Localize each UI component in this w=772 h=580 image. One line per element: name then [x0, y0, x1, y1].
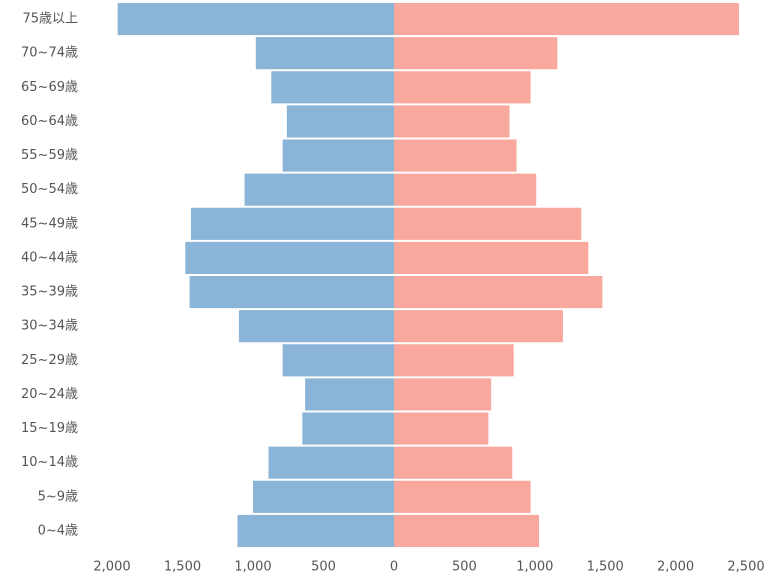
- bar: [237, 514, 394, 547]
- y-tick-label: 40~44歳: [21, 250, 78, 265]
- y-tick-label: 35~39歳: [21, 285, 78, 300]
- y-tick-label: 70~74歳: [21, 46, 78, 61]
- bar: [244, 173, 394, 206]
- bar: [394, 480, 531, 513]
- bar: [305, 378, 394, 411]
- bar: [394, 173, 537, 206]
- bar: [394, 105, 510, 138]
- bar: [271, 71, 394, 104]
- x-tick-label: 1,000: [234, 560, 271, 575]
- bar: [394, 276, 603, 309]
- bar: [394, 241, 589, 274]
- bar: [238, 310, 394, 343]
- bar: [394, 378, 492, 411]
- x-tick-label: 1,500: [164, 560, 201, 575]
- y-tick-label: 10~14歳: [21, 455, 78, 470]
- y-tick-label: 20~24歳: [21, 387, 78, 402]
- bar: [302, 412, 394, 445]
- bar: [286, 105, 394, 138]
- x-tick-label: 0: [390, 560, 398, 575]
- bar: [394, 37, 558, 70]
- bar: [282, 139, 394, 172]
- x-tick-label: 500: [311, 560, 336, 575]
- bar: [394, 207, 582, 240]
- bar: [185, 241, 394, 274]
- bar: [117, 3, 394, 36]
- y-tick-label: 5~9歳: [38, 489, 78, 504]
- bar: [268, 446, 394, 479]
- y-tick-label: 75歳以上: [22, 12, 78, 27]
- x-tick-label: 2,000: [657, 560, 694, 575]
- bar: [394, 3, 739, 36]
- x-tick-label: 2,500: [727, 560, 764, 575]
- bar: [394, 446, 513, 479]
- y-tick-label: 50~54歳: [21, 182, 78, 197]
- bar: [394, 139, 517, 172]
- bar: [189, 276, 394, 309]
- bar: [394, 71, 531, 104]
- bar: [282, 344, 394, 377]
- y-tick-label: 60~64歳: [21, 114, 78, 129]
- x-tick-label: 500: [452, 560, 477, 575]
- y-tick-label: 0~4歳: [38, 523, 78, 538]
- bar: [394, 310, 563, 343]
- x-tick-label: 1,500: [587, 560, 624, 575]
- bar: [394, 514, 540, 547]
- x-tick-label: 1,000: [516, 560, 553, 575]
- bar: [190, 207, 394, 240]
- y-tick-label: 15~19歳: [21, 421, 78, 436]
- y-tick-label: 65~69歳: [21, 80, 78, 95]
- y-tick-label: 30~34歳: [21, 319, 78, 334]
- bar: [394, 344, 514, 377]
- y-tick-label: 25~29歳: [21, 353, 78, 368]
- bar: [253, 480, 394, 513]
- x-tick-label: 2,000: [93, 560, 130, 575]
- y-tick-label: 55~59歳: [21, 148, 78, 163]
- y-tick-label: 45~49歳: [21, 216, 78, 231]
- bar: [394, 412, 489, 445]
- bar: [255, 37, 394, 70]
